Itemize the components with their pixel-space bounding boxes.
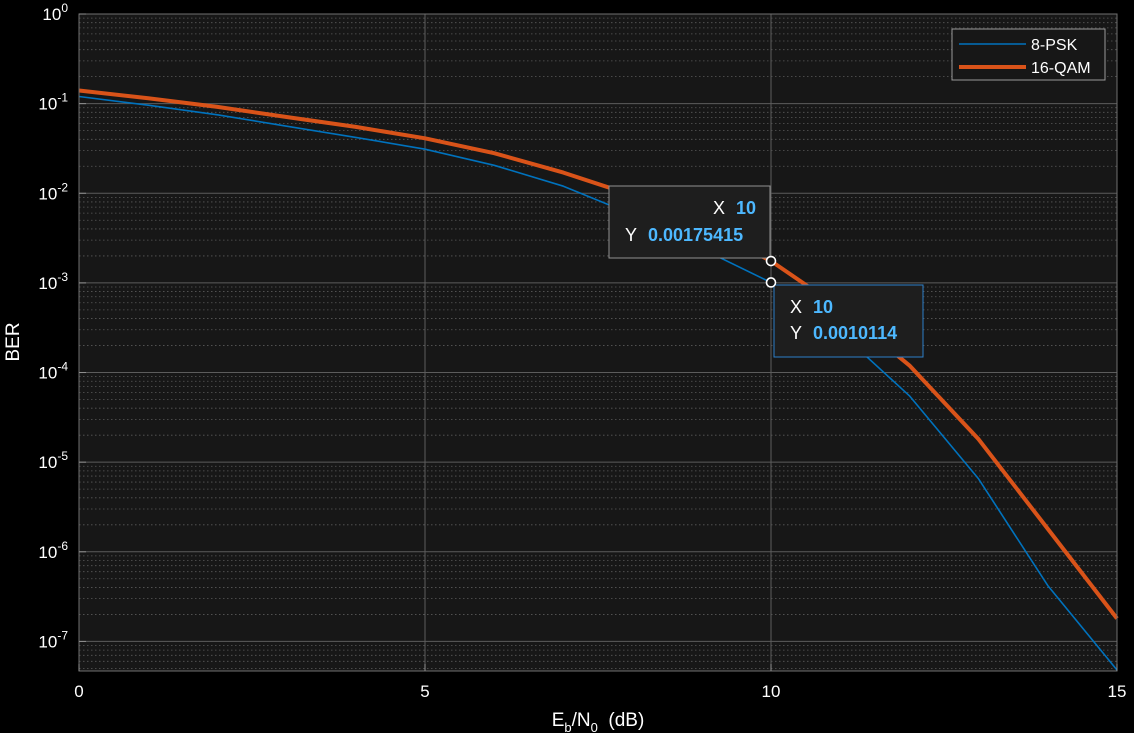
legend-box: [951, 28, 1106, 81]
datatip-box: [608, 185, 771, 259]
datatip-x-value: 10: [736, 198, 756, 218]
legend-label-8psk: 8-PSK: [1031, 37, 1078, 54]
datatip-x-label: X: [713, 198, 725, 218]
datatip-box: [773, 284, 924, 358]
y-tick-label: 10-1: [38, 91, 68, 114]
series-line-8-psk: [78, 95, 1118, 671]
legend-label-16qam: 16-QAM: [1031, 60, 1091, 77]
legend[interactable]: 8-PSK 16-QAM: [951, 28, 1106, 81]
y-tick-label: 10-2: [38, 180, 68, 203]
y-axis-label: BER: [3, 322, 24, 361]
plot-area[interactable]: [79, 14, 1117, 671]
series-layer: [78, 88, 1119, 671]
x-tick-label: 5: [420, 682, 429, 701]
datatip-x-label: X: [790, 297, 802, 317]
datatip-marker[interactable]: [765, 255, 777, 267]
y-tick-label: 100: [42, 1, 68, 24]
datatip-y-label: Y: [790, 323, 802, 343]
datatip-marker[interactable]: [765, 277, 777, 288]
datatip-y-label: Y: [625, 225, 637, 245]
x-tick-label: 15: [1108, 682, 1127, 701]
datatip-x-value: 10: [813, 297, 833, 317]
y-tick-label: 10-7: [38, 628, 68, 651]
y-tick-label: 10-6: [38, 539, 68, 562]
y-axis-ticks: 100 10-1 10-2 10-3 10-4 10-5 10-6 10-7: [38, 1, 86, 651]
datatip-16qam[interactable]: X 10 Y 0.00175415: [608, 185, 771, 259]
x-axis-label: Eb/N0 (dB): [552, 710, 645, 733]
y-tick-label: 10-4: [38, 360, 68, 383]
x-axis-ticks: 0 5 10 15: [74, 664, 1126, 701]
x-tick-label: 0: [74, 682, 83, 701]
x-tick-label: 10: [762, 682, 781, 701]
major-grid: [79, 14, 1117, 671]
datatip-markers: [765, 255, 777, 288]
datatip-8psk[interactable]: X 10 Y 0.0010114: [773, 284, 924, 358]
datatip-y-value: 0.00175415: [648, 225, 743, 245]
y-tick-label: 10-3: [38, 270, 68, 293]
y-tick-label: 10-5: [38, 449, 68, 472]
series-line-16-qam: [78, 88, 1119, 620]
datatip-y-value: 0.0010114: [813, 323, 897, 343]
plot-frame: [78, 13, 1118, 672]
minor-grid: [79, 17, 1117, 669]
